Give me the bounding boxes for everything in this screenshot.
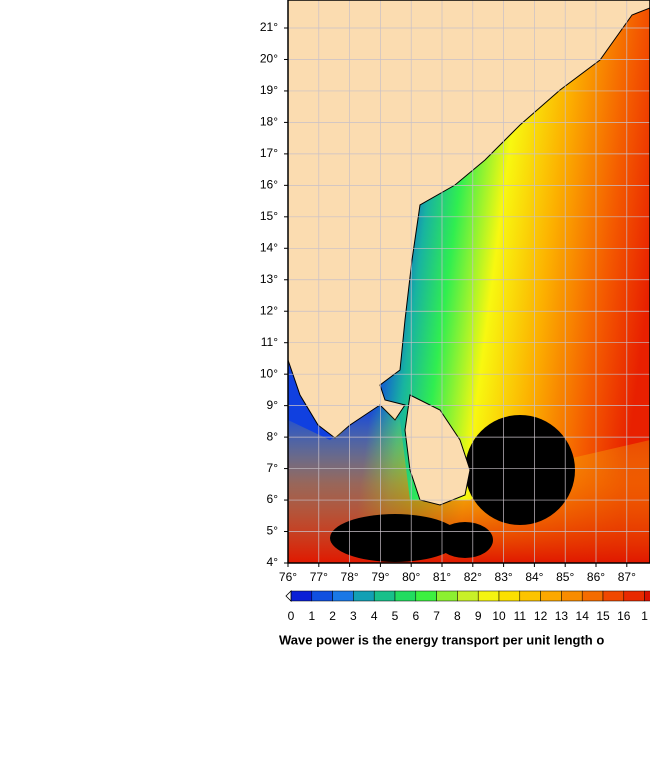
colorbar-segment	[457, 590, 479, 602]
lat-label: 16°	[260, 178, 278, 192]
colorbar-label: 1	[308, 609, 315, 623]
colorbar-segment	[581, 590, 604, 602]
lon-label: 77°	[310, 570, 328, 584]
colorbar-label: 8	[454, 609, 461, 623]
lon-label: 80°	[402, 570, 420, 584]
lon-label: 83°	[495, 570, 513, 584]
colorbar-label: 3	[350, 609, 357, 623]
lon-label: 85°	[556, 570, 574, 584]
lon-label: 87°	[618, 570, 636, 584]
lon-label: 86°	[587, 570, 605, 584]
high-power-zone	[437, 522, 493, 558]
colorbar-label: 14	[576, 609, 590, 623]
colorbar-segment	[477, 590, 500, 602]
lat-label: 6°	[267, 492, 279, 506]
colorbar-label: 12	[534, 609, 548, 623]
colorbar-segment	[602, 590, 625, 602]
lon-label: 79°	[371, 570, 389, 584]
colorbar-label: 0	[288, 609, 295, 623]
lat-label: 9°	[267, 398, 279, 412]
map-frame	[287, 0, 650, 564]
colorbar-segment	[436, 590, 458, 602]
lat-label: 5°	[267, 524, 279, 538]
lat-label: 11°	[261, 335, 278, 349]
lat-label: 12°	[260, 303, 278, 317]
lat-label: 15°	[260, 209, 278, 223]
map	[288, 0, 650, 563]
lon-label: 78°	[341, 570, 359, 584]
lat-label: 7°	[267, 461, 279, 475]
colorbar-arrow	[285, 590, 292, 602]
colorbar-segment	[644, 590, 650, 602]
caption: Wave power is the energy transport per u…	[279, 632, 604, 647]
colorbar-label: 5	[392, 609, 399, 623]
colorbar-segment	[311, 590, 333, 602]
colorbar-label: 13	[555, 609, 569, 623]
colorbar-label: 6	[412, 609, 419, 623]
colorbar: 0 1 2 3 4 5 6 7 8 9 10 11 12 13 14 15 16 1	[285, 590, 650, 623]
colorbar-segment	[332, 590, 354, 602]
colorbar-label: 1	[641, 609, 648, 623]
colorbar-segment	[519, 590, 541, 602]
colorbar-label: 16	[617, 609, 631, 623]
lon-label: 84°	[525, 570, 543, 584]
colorbar-segment	[394, 590, 417, 602]
colorbar-segment	[415, 590, 437, 602]
graticule	[288, 0, 650, 563]
colorbar-segment	[540, 590, 562, 602]
lon-label: 81°	[433, 570, 451, 584]
lat-label: 8°	[267, 429, 279, 443]
colorbar-segment	[353, 590, 375, 602]
colorbar-segment	[373, 590, 396, 602]
high-power-zone	[465, 415, 575, 525]
lat-label: 19°	[260, 83, 278, 97]
colorbar-label: 9	[475, 609, 482, 623]
lat-label: 13°	[260, 272, 278, 286]
colorbar-segment	[561, 590, 583, 602]
lat-label: 4°	[267, 555, 279, 569]
colorbar-label: 4	[371, 609, 378, 623]
lat-label: 17°	[260, 146, 278, 160]
colorbar-segment	[498, 590, 521, 602]
lat-label: 21°	[260, 20, 278, 34]
lat-label: 18°	[260, 115, 278, 129]
colorbar-label: 15	[596, 609, 610, 623]
colorbar-label: 7	[433, 609, 440, 623]
colorbar-segment	[290, 590, 313, 602]
high-power-zone	[330, 514, 460, 562]
lon-label: 76°	[279, 570, 297, 584]
colorbar-label: 11	[514, 609, 527, 623]
lon-label: 82°	[464, 570, 482, 584]
colorbar-segment	[623, 590, 645, 602]
colorbar-label: 2	[329, 609, 336, 623]
lat-label: 10°	[260, 366, 278, 380]
colorbar-label: 10	[492, 609, 506, 623]
lat-label: 14°	[260, 240, 278, 254]
lat-label: 20°	[260, 52, 278, 66]
